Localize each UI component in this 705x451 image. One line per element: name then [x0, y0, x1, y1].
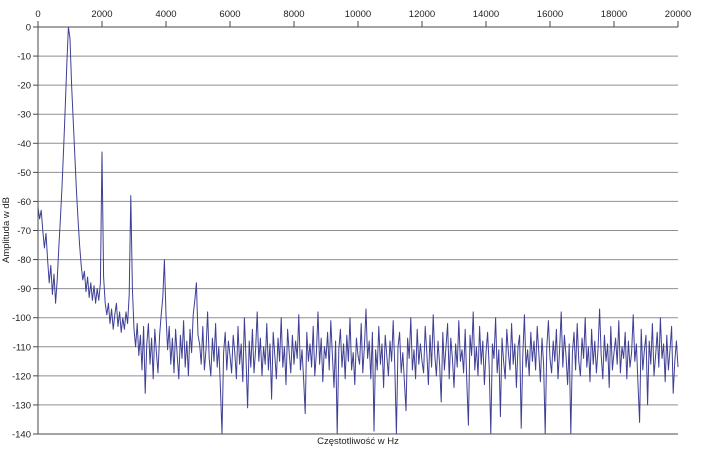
spectrum-line	[37, 26, 679, 435]
spectrum-trace	[37, 26, 679, 435]
y-tick-label: -110	[13, 342, 31, 353]
x-tick-label: 16000	[537, 9, 563, 20]
x-tick-label: 18000	[601, 9, 627, 20]
y-tick-label: -80	[17, 255, 31, 266]
y-tick-label: -90	[17, 284, 31, 295]
y-tick-label: -60	[17, 197, 31, 208]
x-tick-label: 12000	[409, 9, 435, 20]
x-axis-title: Częstotliwość w Hz	[317, 436, 399, 447]
y-tick-label: -30	[17, 110, 31, 121]
x-tick-label: 0	[35, 9, 40, 20]
x-tick-label: 20000	[665, 9, 691, 20]
y-tick-label: -130	[12, 400, 31, 411]
x-tick-label: 2000	[91, 9, 112, 20]
y-axis-title: Amplituda w dB	[1, 197, 12, 263]
x-tick-label: 8000	[283, 9, 304, 20]
y-tick-label: 0	[26, 23, 31, 34]
axes-layer	[33, 21, 679, 435]
y-tick-label: -140	[12, 430, 31, 441]
x-tick-label: 14000	[473, 9, 499, 20]
y-tick-label: -10	[17, 52, 31, 63]
y-tick-label: -20	[17, 81, 31, 92]
x-tick-label: 10000	[345, 9, 371, 20]
y-tick-label: -100	[12, 313, 31, 324]
y-tick-label: -70	[17, 226, 31, 237]
y-tick-label: -50	[17, 168, 31, 179]
y-tick-label: -120	[12, 371, 31, 382]
y-tick-label: -40	[17, 139, 31, 150]
x-tick-label: 6000	[219, 9, 240, 20]
tick-labels-layer: 0 2000 4000 6000 8000 10000 12000 14000 16000 180…	[12, 9, 691, 441]
x-tick-label: 4000	[155, 9, 176, 20]
